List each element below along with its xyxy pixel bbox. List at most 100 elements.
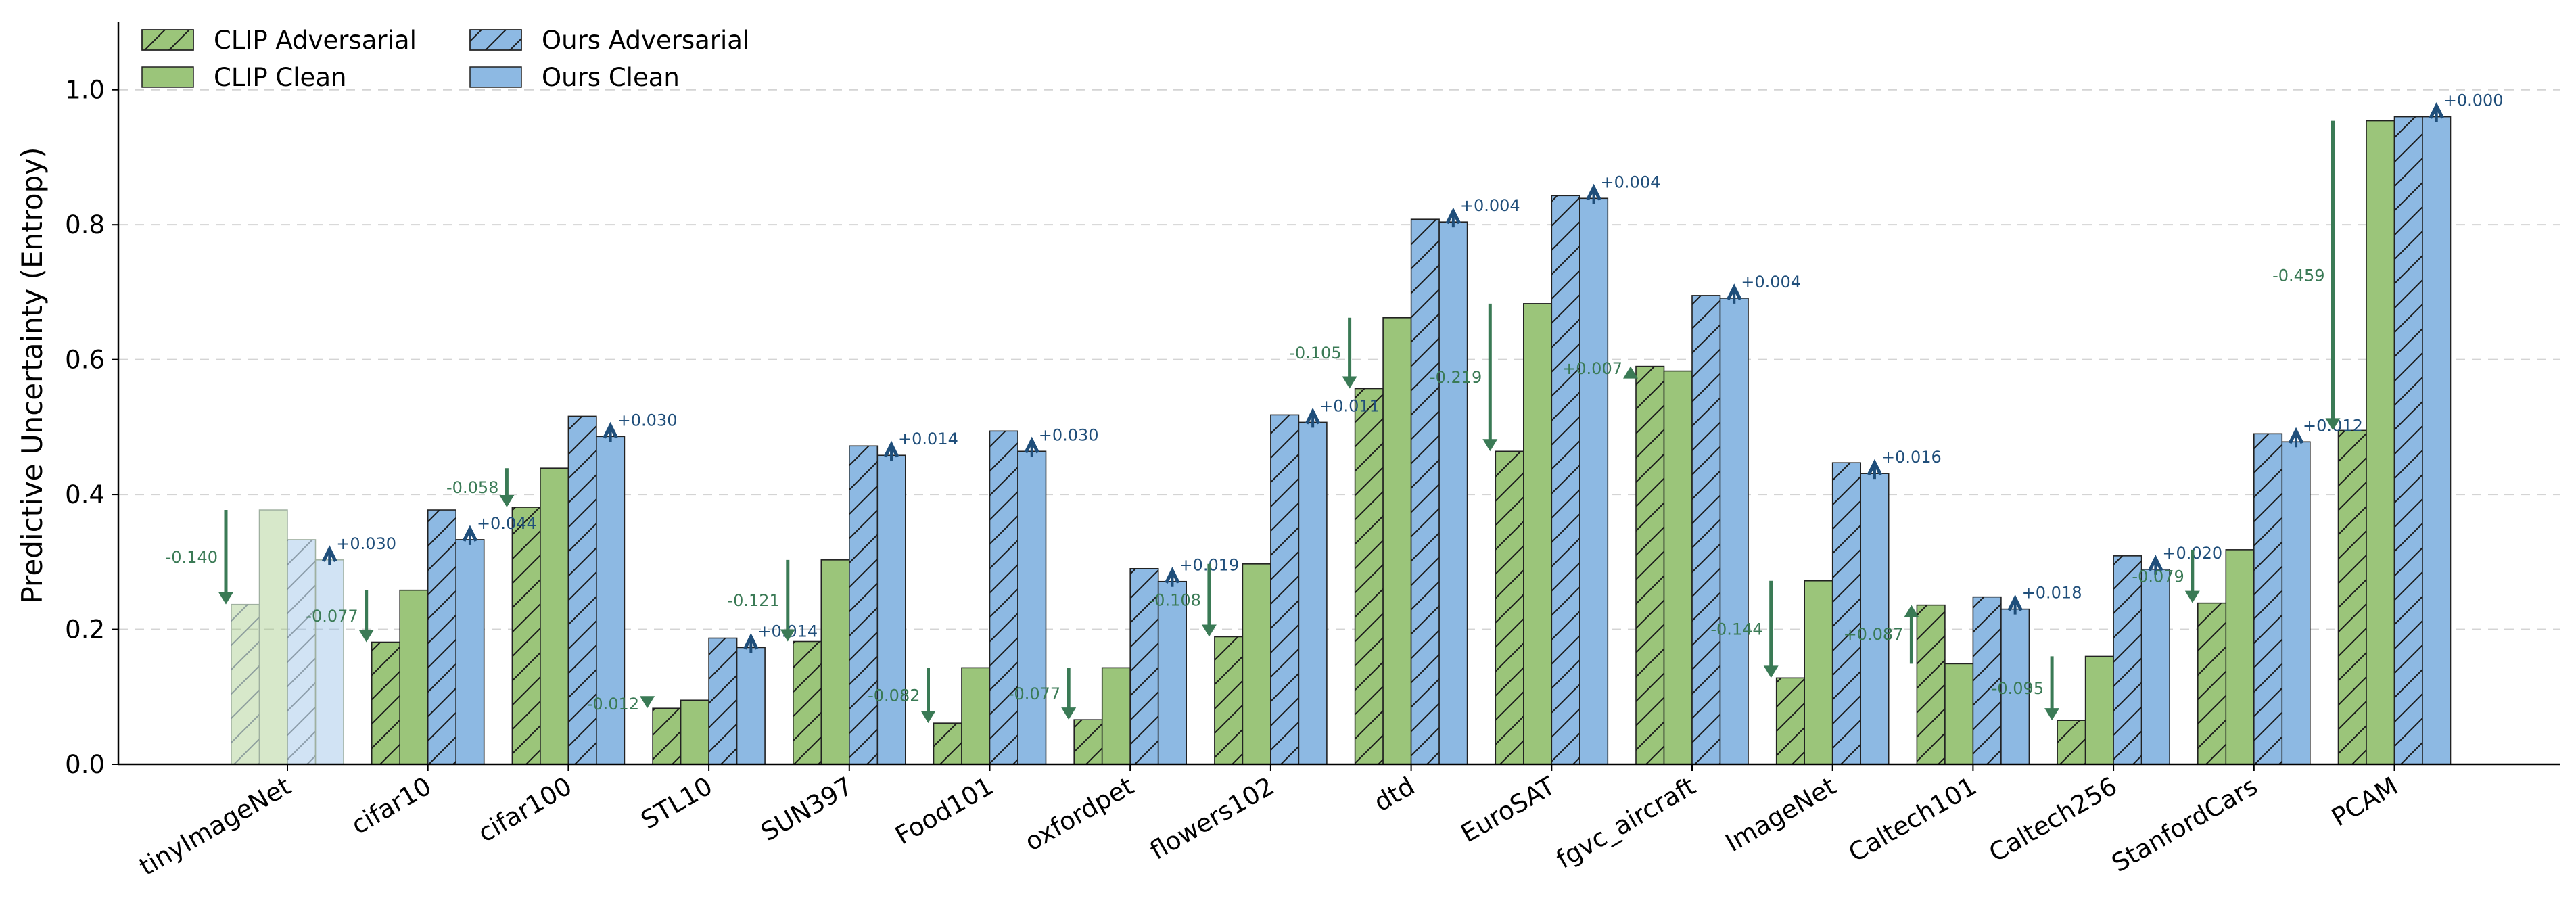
legend-label-clip-clean: CLIP Clean <box>214 63 346 92</box>
y-tick-label-0-8: 0.8 <box>65 210 105 239</box>
ours-delta-label-food101: +0.030 <box>1039 425 1099 444</box>
clip-delta-arrow-cifar10 <box>358 590 374 643</box>
bar-clip-clean-stl10 <box>680 699 709 765</box>
legend-label-clip-adversarial: CLIP Adversarial <box>214 26 417 55</box>
clip-delta-label-cifar100: -0.058 <box>446 478 498 497</box>
clip-delta-label-oxfordpet: -0.077 <box>1008 684 1060 703</box>
bars <box>231 116 2452 765</box>
bar-clip-clean-cifar100 <box>540 467 569 765</box>
ours-delta-label-cifar10: +0.044 <box>477 514 537 533</box>
clip-delta-arrow-flowers102 <box>1201 563 1217 637</box>
bar-clip-adversarial-food101 <box>933 722 962 765</box>
x-tick-label-imagenet: ImageNet <box>1720 772 1841 858</box>
ours-delta-arrow-cifar10 <box>462 525 478 545</box>
bar-clip-adversarial-cifar100 <box>511 507 541 765</box>
x-tick-label-tinyimagenet: tinyImageNet <box>135 772 296 882</box>
x-tick-label-stanfordcars: StanfordCars <box>2107 772 2262 879</box>
ours-delta-label-eurosat: +0.004 <box>1601 172 1661 191</box>
bar-clip-adversarial-tinyimagenet <box>231 603 260 765</box>
x-tick-label-fgvc-aircraft: fgvc_aircraft <box>1551 772 1700 874</box>
clip-delta-label-imagenet: -0.144 <box>1710 620 1762 639</box>
x-tick-label-caltech101: Caltech101 <box>1844 772 1982 868</box>
bar-clip-clean-caltech101 <box>1944 663 1974 765</box>
legend-swatch-clip-clean <box>141 66 194 88</box>
y-tick-label-1-0: 1.0 <box>65 76 105 105</box>
ours-delta-label-dtd: +0.004 <box>1460 196 1520 215</box>
bar-clip-clean-stanfordcars <box>2225 549 2255 765</box>
ours-delta-arrow-stl10 <box>743 632 759 653</box>
clip-delta-arrow-stl10 <box>640 696 655 709</box>
x-tick-label-flowers102: flowers102 <box>1145 772 1279 866</box>
clip-delta-label-pcam: -0.459 <box>2272 266 2324 285</box>
x-tick-label-pcam: PCAM <box>2326 772 2403 833</box>
bar-ours-clean-stl10 <box>736 647 766 765</box>
ours-delta-arrow-fgvc-aircraft <box>1727 283 1742 304</box>
clip-delta-arrow-dtd <box>1342 317 1357 389</box>
y-axis-label: Predictive Uncertainty (Entropy) <box>16 147 49 603</box>
clip-delta-label-stl10: -0.012 <box>587 695 639 714</box>
x-tick-label-stl10: STL10 <box>636 772 718 835</box>
legend-swatch-ours-clean <box>469 66 522 88</box>
bar-clip-clean-eurosat <box>1523 303 1553 765</box>
bar-clip-clean-food101 <box>961 667 991 765</box>
bar-clip-adversarial-cifar10 <box>371 641 401 765</box>
bar-clip-adversarial-pcam <box>2337 429 2367 765</box>
y-tick-label-0-6: 0.6 <box>65 346 105 375</box>
bar-ours-adversarial-tinyimagenet <box>287 539 317 765</box>
bar-clip-adversarial-stanfordcars <box>2197 602 2227 765</box>
clip-delta-label-caltech101: +0.087 <box>1844 625 1904 644</box>
clip-delta-label-sun397: -0.121 <box>727 591 779 610</box>
bar-clip-adversarial-flowers102 <box>1214 636 1244 765</box>
bar-ours-adversarial-cifar10 <box>427 509 457 765</box>
bar-ours-clean-oxfordpet <box>1157 580 1187 765</box>
annotations: -0.140 +0.030 -0.077 +0.044 -0.058 +0.030 -0.0… <box>166 91 2504 724</box>
bar-clip-clean-flowers102 <box>1242 563 1271 765</box>
ours-delta-arrow-pcam <box>2429 102 2444 122</box>
bar-ours-adversarial-caltech101 <box>1972 596 2002 765</box>
bar-clip-clean-dtd <box>1382 317 1412 765</box>
bar-clip-clean-pcam <box>2366 120 2395 765</box>
clip-delta-label-eurosat: -0.219 <box>1430 368 1482 387</box>
clip-delta-label-tinyimagenet: -0.140 <box>166 548 218 567</box>
bar-ours-clean-eurosat <box>1579 197 1609 765</box>
clip-delta-arrow-caltech101 <box>1904 605 1919 664</box>
legend-label-ours-adversarial: Ours Adversarial <box>542 26 749 55</box>
bar-clip-adversarial-eurosat <box>1495 450 1524 765</box>
clip-delta-arrow-cifar100 <box>499 468 515 508</box>
clip-delta-label-stanfordcars: -0.079 <box>2132 567 2184 586</box>
bar-ours-clean-caltech256 <box>2140 568 2170 765</box>
ours-delta-arrow-caltech256 <box>2148 555 2163 575</box>
legend-label-ours-clean: Ours Clean <box>542 63 680 92</box>
ours-delta-label-sun397: +0.014 <box>898 429 958 448</box>
x-tick-label-sun397: SUN397 <box>756 772 858 847</box>
bar-ours-clean-food101 <box>1017 450 1047 765</box>
bar-ours-adversarial-eurosat <box>1551 195 1580 765</box>
x-tick-label-cifar10: cifar10 <box>346 772 436 841</box>
clip-delta-arrow-sun397 <box>780 559 795 642</box>
bar-ours-clean-caltech101 <box>2000 608 2030 765</box>
ours-delta-arrow-food101 <box>1024 436 1039 457</box>
ours-delta-arrow-flowers102 <box>1305 407 1321 428</box>
bar-ours-adversarial-stanfordcars <box>2253 433 2283 765</box>
bar-clip-clean-tinyimagenet <box>258 509 288 765</box>
bar-clip-clean-sun397 <box>820 559 850 765</box>
clip-delta-arrow-caltech256 <box>2044 656 2060 721</box>
x-tick-label-eurosat: EuroSAT <box>1456 771 1560 848</box>
clip-delta-arrow-food101 <box>920 668 936 724</box>
ours-delta-label-flowers102: +0.011 <box>1319 396 1380 415</box>
bar-ours-clean-cifar10 <box>455 539 485 765</box>
clip-delta-label-dtd: -0.105 <box>1289 344 1341 363</box>
bar-ours-clean-pcam <box>2422 116 2452 765</box>
bar-ours-clean-flowers102 <box>1298 421 1328 765</box>
bar-clip-adversarial-stl10 <box>652 707 682 765</box>
legend-swatch-clip-adversarial-hatch <box>141 29 194 51</box>
bar-ours-adversarial-imagenet <box>1831 462 1861 765</box>
clip-delta-label-cifar10: -0.077 <box>306 607 358 626</box>
ours-delta-arrow-tinyimagenet <box>322 545 337 565</box>
bar-clip-adversarial-dtd <box>1354 388 1384 765</box>
bar-ours-clean-fgvc-aircraft <box>1719 298 1749 765</box>
ours-delta-label-tinyimagenet: +0.030 <box>336 534 396 553</box>
ours-delta-label-cifar100: +0.030 <box>617 411 678 429</box>
clip-delta-arrow-fgvc-aircraft <box>1623 366 1638 379</box>
clip-delta-arrow-imagenet <box>1763 580 1779 678</box>
